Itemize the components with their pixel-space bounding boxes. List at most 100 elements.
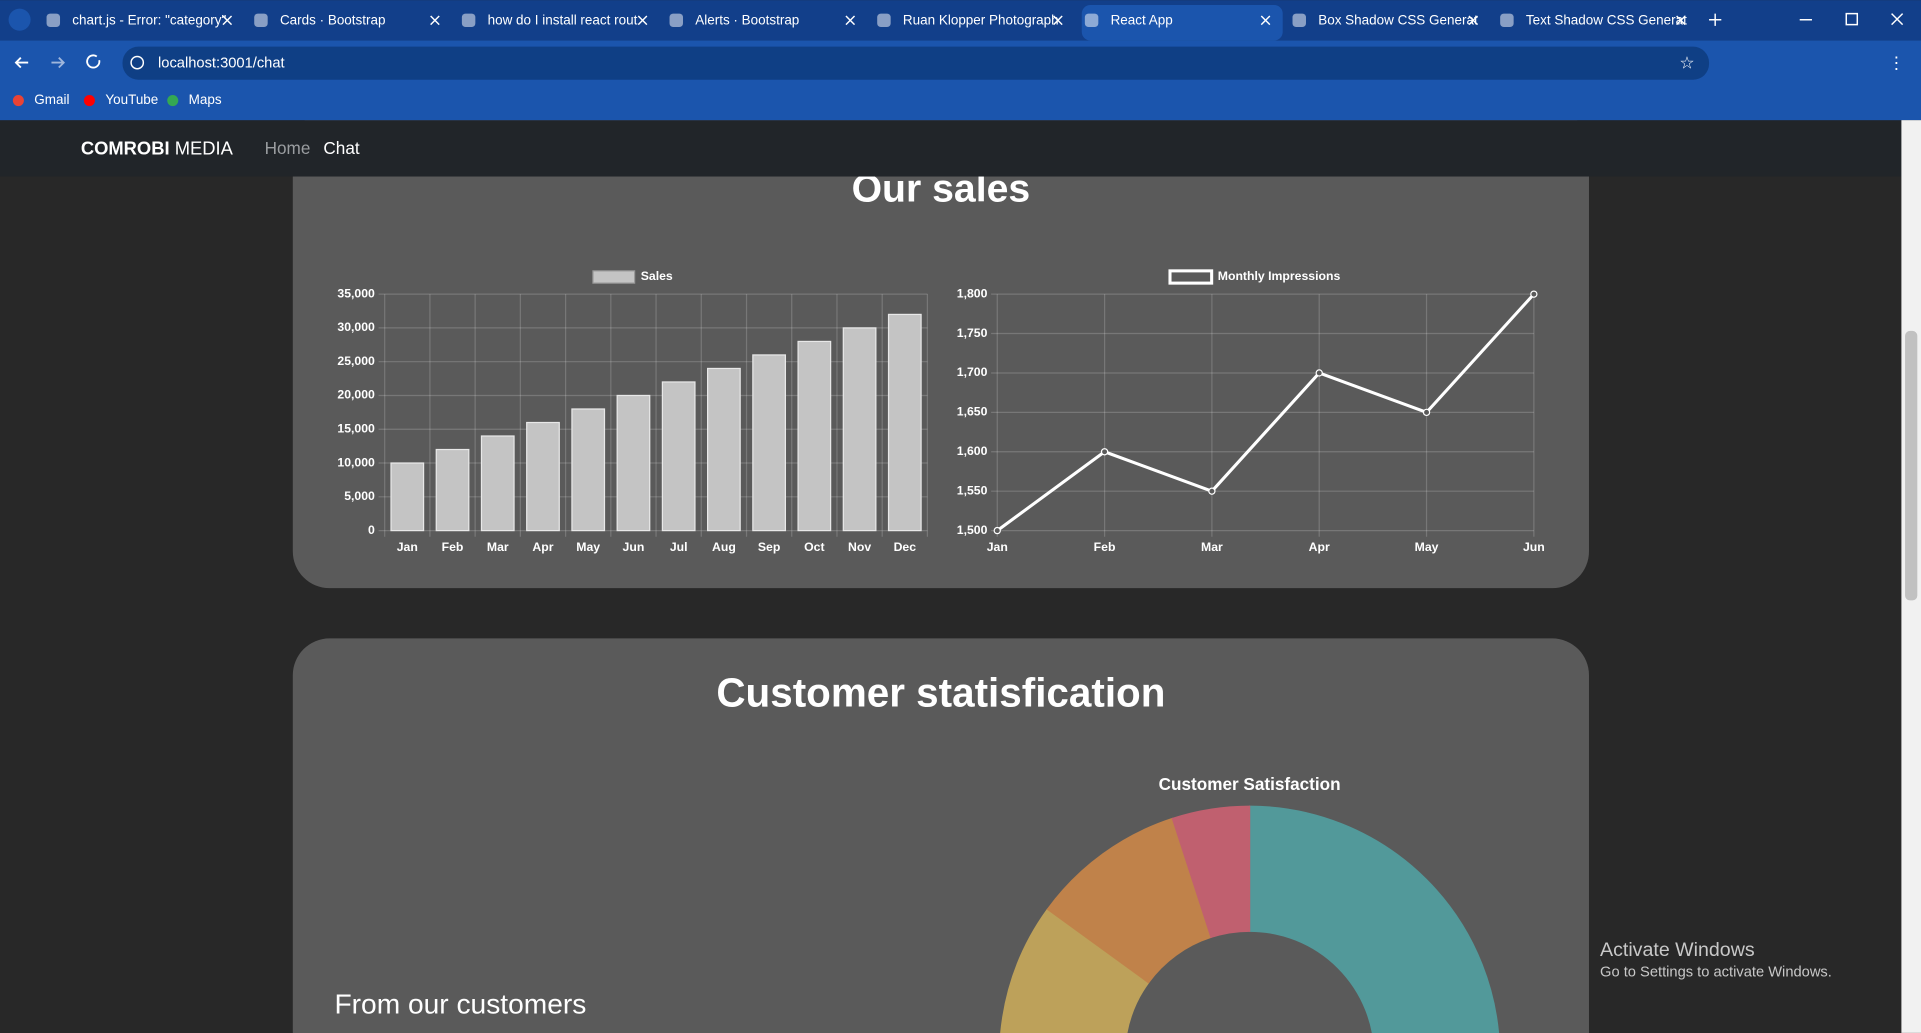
- bar: [842, 327, 877, 532]
- line: [996, 293, 1535, 532]
- reload-button[interactable]: [86, 54, 101, 69]
- x-tick-label: Sep: [758, 540, 780, 554]
- nav-link[interactable]: Chat: [323, 138, 359, 158]
- legend-label: Monthly Impressions: [1218, 269, 1341, 283]
- tab-close[interactable]: [430, 15, 440, 26]
- point: [1422, 408, 1431, 417]
- y-tick-label: 30,000: [337, 320, 375, 334]
- tab-strip: [0, 0, 1921, 41]
- x-tick-label: Mar: [1201, 540, 1223, 554]
- section-title: Customer statisfication: [716, 670, 1165, 716]
- y-tick-label: 1,550: [957, 483, 988, 497]
- bookmarks: Gmail YouTube Maps: [12, 92, 222, 107]
- brand-bold: COMROBI: [81, 137, 170, 158]
- doughnut-segment: [1000, 908, 1150, 1033]
- bar: [390, 462, 425, 532]
- scrollbar-thumb[interactable]: [1905, 330, 1918, 601]
- tab-close[interactable]: [222, 15, 233, 26]
- tab-title[interactable]: how do I install react rout: [488, 12, 638, 27]
- tab-close[interactable]: [1053, 15, 1063, 26]
- y-tick-label: 1,800: [957, 286, 988, 300]
- brand-text: MEDIA: [175, 137, 234, 158]
- tab-icon: [46, 13, 61, 28]
- y-tick-label: 35,000: [337, 286, 375, 300]
- bar: [661, 381, 696, 532]
- y-tick-label: 1,650: [957, 405, 988, 419]
- site-info-icon[interactable]: [130, 55, 145, 70]
- tab-search[interactable]: [8, 8, 31, 31]
- bar: [435, 448, 470, 532]
- x-tick-label: Feb: [442, 540, 464, 554]
- brand[interactable]: COMROBI MEDIA: [81, 137, 234, 158]
- bookmark-icon: [12, 95, 24, 107]
- tab-title[interactable]: chart.js - Error: "category": [72, 12, 226, 27]
- address-bar[interactable]: [122, 46, 1710, 80]
- chart-title: Customer Satisfaction: [1159, 774, 1341, 794]
- forward-button[interactable]: [51, 57, 66, 69]
- x-tick-label: Apr: [1309, 540, 1330, 554]
- y-tick-label: 0: [368, 523, 375, 537]
- x-tick-label: Feb: [1094, 540, 1116, 554]
- doughnut-segment: [1249, 805, 1500, 1033]
- satisfaction-card: [292, 638, 1589, 1033]
- point: [993, 526, 1001, 535]
- y-tick-label: 1,600: [957, 444, 988, 458]
- bookmark[interactable]: Maps: [189, 92, 222, 107]
- y-tick-label: 1,750: [957, 326, 988, 340]
- menu-button[interactable]: ⋮: [1888, 52, 1905, 72]
- bookmark[interactable]: Gmail: [34, 92, 69, 107]
- tab-close[interactable]: [1260, 15, 1271, 26]
- x-tick-label: Jul: [670, 540, 688, 554]
- nav-link[interactable]: Home: [265, 138, 311, 158]
- tab-close[interactable]: [1468, 15, 1479, 26]
- tab-title[interactable]: Alerts · Bootstrap: [695, 12, 799, 27]
- tab-title[interactable]: Box Shadow CSS Generat: [1318, 12, 1478, 27]
- tab-close[interactable]: [1676, 15, 1686, 26]
- x-tick-label: May: [576, 540, 600, 554]
- tab-close[interactable]: [637, 15, 648, 26]
- url[interactable]: localhost:3001/chat: [158, 56, 285, 72]
- y-tick-label: 20,000: [337, 388, 375, 402]
- bookmark-star[interactable]: ☆: [1679, 52, 1694, 72]
- y-tick-label: 25,000: [337, 354, 375, 368]
- x-tick-label: Oct: [804, 540, 824, 554]
- legend-swatch: [1168, 269, 1214, 285]
- tab-icon: [877, 13, 891, 28]
- x-tick-label: May: [1415, 540, 1439, 554]
- tab-title[interactable]: Cards · Bootstrap: [280, 12, 386, 27]
- tab-icon: [1292, 13, 1306, 28]
- x-tick-label: Jan: [397, 540, 418, 554]
- x-tick-label: Jun: [1523, 540, 1545, 554]
- point: [1100, 448, 1109, 456]
- active-tab[interactable]: [1081, 5, 1283, 41]
- y-tick-label: 15,000: [337, 421, 375, 435]
- tab-icon: [461, 13, 476, 28]
- back-button[interactable]: [14, 57, 29, 69]
- bar: [797, 340, 832, 532]
- tab-title[interactable]: Text Shadow CSS Generat: [1526, 12, 1687, 27]
- tab-icon: [254, 13, 268, 28]
- x-tick-label: Jan: [987, 540, 1008, 554]
- tab-close[interactable]: [845, 15, 856, 26]
- y-tick-label: 10,000: [337, 455, 375, 469]
- tab-title[interactable]: React App: [1111, 12, 1173, 27]
- window-controls[interactable]: [1709, 12, 1904, 26]
- point: [1208, 487, 1216, 495]
- bookmark[interactable]: YouTube: [105, 92, 158, 107]
- tab-icon: [1500, 13, 1514, 28]
- bar: [752, 354, 787, 532]
- legend-label: Sales: [641, 269, 673, 283]
- tabs: chart.js - Error: "category" Cards · Boot…: [46, 12, 1687, 28]
- x-tick-label: Apr: [532, 540, 553, 554]
- doughnut-segment: [1171, 805, 1251, 939]
- point: [1530, 290, 1538, 298]
- bookmark-icon: [167, 95, 179, 107]
- x-tick-label: Jun: [623, 540, 645, 554]
- charts: 0 5,000 10,000 15,000 20,000 25,000 30,000 35,0…: [337, 269, 1545, 1033]
- point: [1315, 369, 1323, 377]
- x-tick-label: Nov: [848, 540, 871, 554]
- y-tick-label: 5,000: [344, 489, 375, 503]
- tab-title[interactable]: Ruan Klopper Photograph: [903, 12, 1059, 27]
